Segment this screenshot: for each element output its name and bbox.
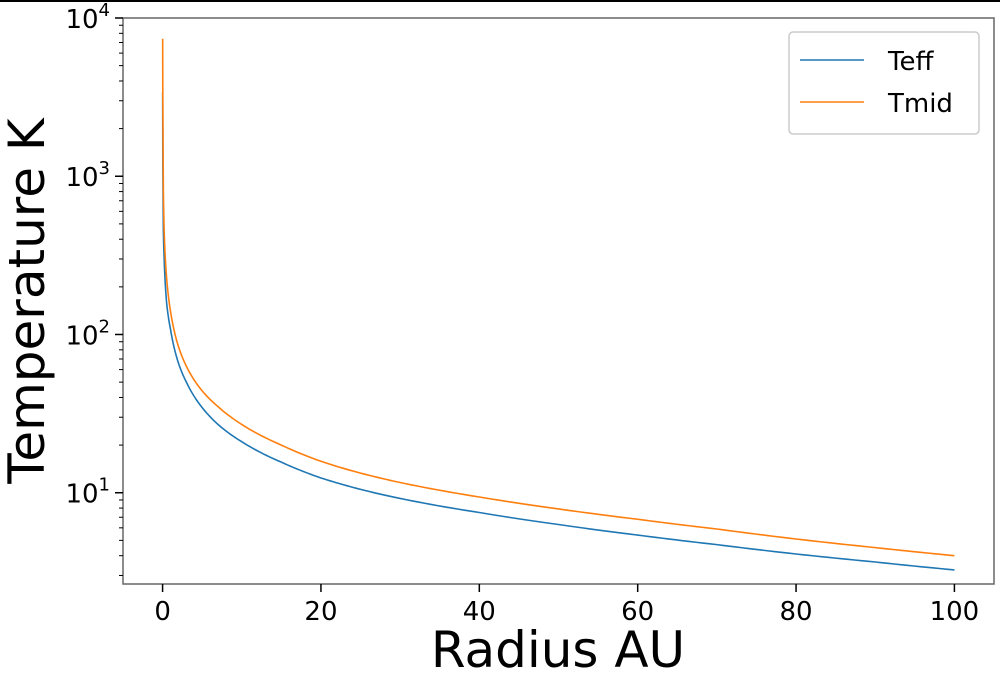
x-tick-label: 100 [930, 597, 980, 627]
x-tick-label: 60 [621, 597, 654, 627]
y-tick-label: 103 [65, 158, 110, 193]
plot-frame [122, 17, 995, 585]
legend-box [788, 31, 980, 135]
y-tick-label: 101 [65, 475, 110, 510]
x-axis: 0 20 40 60 80 100 [154, 584, 979, 627]
series-line-tmid [161, 38, 955, 557]
legend: Teff Tmid [788, 31, 980, 135]
legend-items: Teff Tmid [800, 47, 953, 119]
legend-label-teff: Teff [887, 47, 934, 77]
x-tick-label: 20 [304, 597, 337, 627]
x-tick-label: 0 [154, 597, 171, 627]
y-tick-label: 102 [65, 316, 110, 351]
y-axis: 101 102 103 104 [65, 0, 123, 576]
x-axis-label: Radius AU [431, 621, 685, 679]
x-tick-label: 40 [463, 597, 496, 627]
series-layer [161, 38, 955, 571]
legend-label-tmid: Tmid [887, 89, 953, 119]
y-axis-label: Temperature K [0, 117, 56, 485]
series-line-teff [161, 92, 955, 571]
y-tick-label: 104 [65, 0, 110, 35]
x-tick-label: 80 [779, 597, 812, 627]
